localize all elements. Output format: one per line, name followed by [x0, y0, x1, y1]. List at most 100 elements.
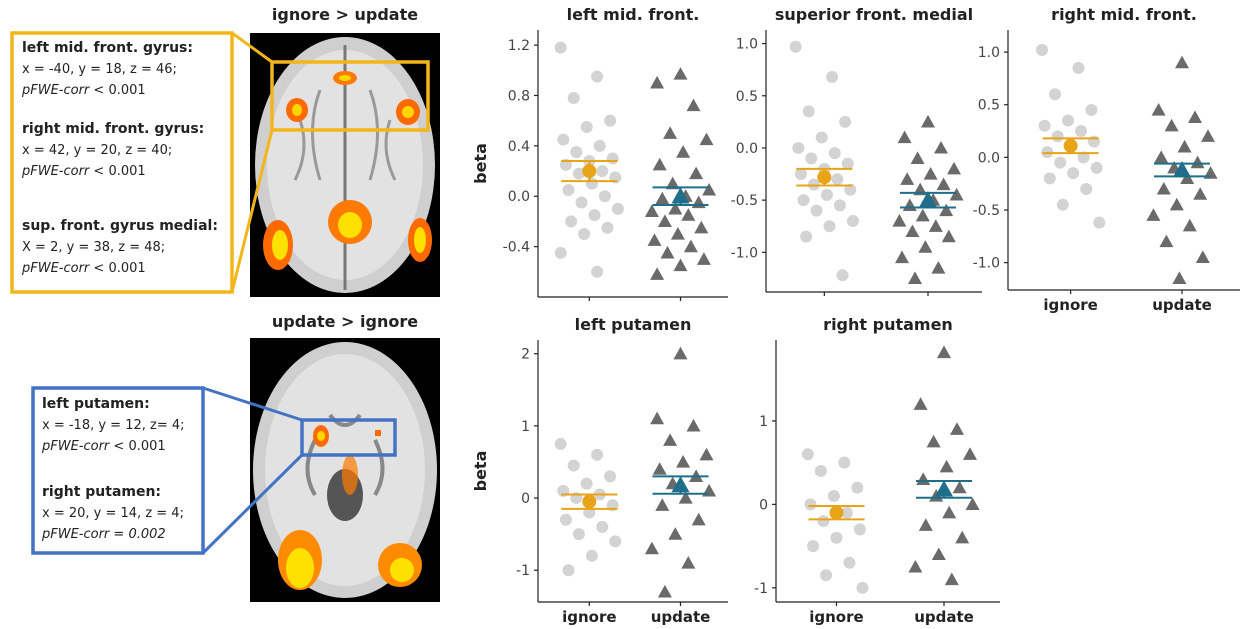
- map-title: update > ignore: [272, 312, 418, 331]
- data-point: [913, 397, 928, 410]
- annotation-box: [31, 386, 205, 555]
- data-point: [944, 572, 959, 586]
- data-point: [895, 250, 909, 264]
- data-point: [856, 581, 869, 594]
- data-point: [838, 456, 851, 469]
- data-point: [655, 191, 670, 205]
- region-coords: X = 2, y = 38, z = 48;: [22, 240, 165, 255]
- data-point: [604, 114, 617, 127]
- data-point: [663, 433, 678, 446]
- roi-box: [270, 60, 430, 132]
- data-point: [928, 219, 943, 232]
- data-point: [1067, 167, 1080, 180]
- data-point: [580, 477, 593, 490]
- stat-label: pFWE-corr: [21, 261, 91, 276]
- data-point: [839, 115, 852, 128]
- stat-value: < 0.001: [93, 83, 145, 98]
- data-point: [650, 75, 665, 89]
- data-point: [947, 161, 961, 175]
- data-point: [801, 448, 814, 461]
- map-title: ignore > update: [272, 5, 418, 24]
- data-point: [1156, 181, 1171, 195]
- data-point: [910, 151, 925, 164]
- data-point: [830, 531, 843, 544]
- x-tick-label: ignore: [1043, 296, 1097, 314]
- region-stat: pFWE-corr < 0.001: [21, 164, 146, 179]
- data-point: [572, 167, 585, 180]
- y-tick-label: -1.0: [973, 256, 1000, 272]
- stat-value: < 0.001: [113, 439, 165, 454]
- y-tick-label: 1.2: [508, 38, 530, 54]
- data-point: [937, 345, 951, 359]
- data-point: [1193, 187, 1208, 200]
- data-point: [554, 246, 567, 259]
- data-point: [650, 411, 665, 425]
- data-point: [926, 434, 941, 448]
- mean-marker: [1173, 161, 1191, 178]
- x-tick-label: ignore: [562, 608, 616, 626]
- data-point: [923, 167, 938, 180]
- data-point: [1146, 208, 1161, 221]
- data-point: [841, 157, 854, 170]
- y-tick-label: 2: [521, 347, 530, 363]
- data-point: [665, 176, 680, 190]
- data-point: [1093, 216, 1106, 229]
- data-point: [696, 252, 711, 265]
- data-point: [797, 194, 810, 207]
- mean-marker: [671, 187, 690, 204]
- data-point: [611, 202, 624, 215]
- data-point: [804, 498, 817, 511]
- data-point: [794, 168, 807, 181]
- data-point: [805, 152, 818, 165]
- region-stat: pFWE-corr < 0.001: [41, 439, 166, 454]
- data-point: [562, 183, 575, 196]
- data-point: [1188, 110, 1202, 123]
- chart-title: left mid. front.: [567, 5, 700, 24]
- data-point: [596, 165, 609, 178]
- data-point: [939, 459, 954, 473]
- stat-value: < 0.001: [93, 164, 145, 179]
- data-point: [609, 535, 622, 548]
- data-point: [668, 527, 683, 540]
- data-point: [1051, 130, 1064, 143]
- data-point: [955, 530, 970, 544]
- data-point: [963, 447, 977, 460]
- data-point: [815, 131, 828, 144]
- data-point: [644, 541, 659, 555]
- data-point: [670, 227, 685, 240]
- data-point: [950, 422, 964, 435]
- data-point: [826, 70, 839, 83]
- data-point: [908, 271, 922, 285]
- data-point: [591, 70, 604, 83]
- data-point: [699, 132, 714, 146]
- data-point: [810, 204, 823, 217]
- data-point: [931, 260, 946, 274]
- data-point: [1169, 197, 1184, 211]
- mean-marker: [582, 164, 597, 179]
- data-point: [678, 491, 693, 504]
- data-point: [702, 182, 717, 196]
- data-point: [1154, 150, 1169, 163]
- connector: [201, 453, 304, 555]
- data-point: [915, 208, 930, 222]
- data-point: [908, 559, 923, 573]
- data-point: [823, 220, 836, 233]
- data-point: [585, 177, 598, 190]
- data-point: [681, 208, 696, 221]
- data-point: [831, 173, 844, 186]
- data-point: [1072, 61, 1085, 74]
- data-point: [827, 490, 840, 503]
- data-point: [588, 209, 601, 222]
- data-point: [921, 114, 935, 128]
- y-tick-label: 1.0: [736, 37, 758, 53]
- y-tick-label: 0.0: [508, 189, 530, 205]
- data-point: [836, 269, 849, 282]
- data-point: [1038, 119, 1051, 132]
- data-point: [591, 448, 604, 461]
- data-point: [567, 459, 580, 472]
- brain-map: [250, 33, 440, 297]
- data-point: [673, 258, 688, 272]
- y-tick-label: 0.5: [736, 89, 758, 105]
- brain-map: [250, 338, 440, 602]
- data-point: [1175, 55, 1189, 69]
